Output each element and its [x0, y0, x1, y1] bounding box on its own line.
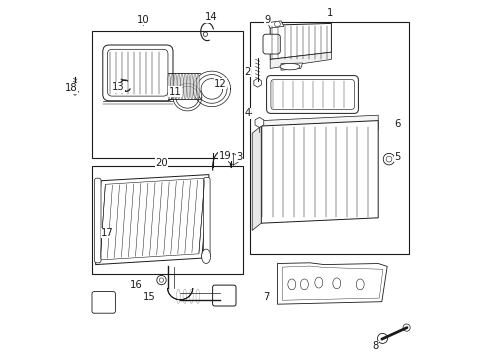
Polygon shape [270, 23, 331, 59]
Text: 5: 5 [394, 152, 401, 162]
Polygon shape [261, 115, 378, 135]
Circle shape [274, 21, 280, 27]
Circle shape [403, 324, 410, 331]
Ellipse shape [187, 74, 190, 99]
Ellipse shape [356, 279, 364, 290]
Ellipse shape [180, 74, 184, 99]
FancyBboxPatch shape [107, 49, 168, 96]
Ellipse shape [201, 249, 211, 264]
Text: 8: 8 [372, 341, 378, 351]
Polygon shape [270, 52, 331, 68]
Text: 6: 6 [394, 119, 401, 129]
Polygon shape [252, 126, 261, 230]
Text: 15: 15 [143, 292, 156, 302]
Ellipse shape [194, 74, 196, 99]
Polygon shape [261, 121, 378, 223]
FancyBboxPatch shape [92, 292, 116, 313]
Text: 13: 13 [112, 82, 124, 92]
Circle shape [159, 278, 164, 282]
FancyBboxPatch shape [271, 80, 354, 109]
Text: 12: 12 [214, 78, 227, 89]
Circle shape [377, 333, 388, 343]
Bar [250, 22, 409, 254]
Ellipse shape [171, 74, 174, 99]
Text: 3: 3 [237, 152, 243, 162]
Ellipse shape [333, 278, 341, 289]
Text: 10: 10 [137, 15, 150, 25]
Ellipse shape [300, 279, 308, 290]
Polygon shape [281, 63, 303, 70]
Text: 11: 11 [169, 87, 181, 97]
Ellipse shape [177, 74, 180, 99]
Text: 4: 4 [245, 108, 251, 118]
Text: 2: 2 [245, 67, 251, 77]
Circle shape [203, 32, 208, 36]
Polygon shape [268, 21, 284, 28]
FancyBboxPatch shape [263, 34, 280, 54]
Ellipse shape [190, 74, 194, 99]
Ellipse shape [280, 63, 300, 70]
Ellipse shape [184, 74, 187, 99]
Text: 18: 18 [65, 83, 77, 93]
Ellipse shape [315, 277, 323, 288]
Text: 7: 7 [263, 292, 269, 302]
Polygon shape [277, 263, 387, 304]
Ellipse shape [174, 74, 177, 99]
FancyBboxPatch shape [213, 285, 236, 306]
Circle shape [383, 153, 395, 165]
Text: 1: 1 [326, 8, 333, 18]
Polygon shape [96, 175, 209, 265]
FancyBboxPatch shape [204, 177, 210, 257]
Circle shape [157, 275, 166, 285]
Circle shape [386, 156, 392, 162]
FancyBboxPatch shape [95, 178, 101, 263]
Text: 17: 17 [101, 228, 114, 238]
Ellipse shape [288, 279, 296, 290]
Bar [92, 166, 243, 274]
Text: 14: 14 [204, 12, 217, 22]
Text: 16: 16 [130, 280, 143, 290]
Ellipse shape [196, 74, 200, 99]
Bar [92, 31, 243, 158]
FancyBboxPatch shape [267, 76, 358, 113]
Text: 9: 9 [265, 15, 271, 25]
FancyBboxPatch shape [103, 45, 173, 101]
Text: 20: 20 [155, 158, 168, 168]
Text: 19: 19 [219, 150, 232, 161]
Ellipse shape [168, 74, 171, 99]
